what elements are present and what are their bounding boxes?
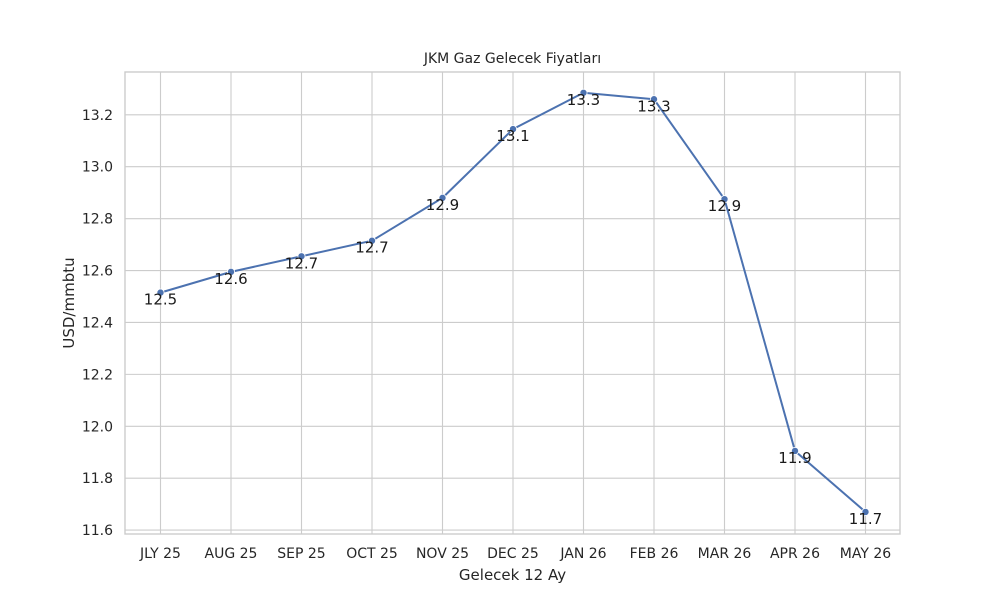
x-tick-label: JAN 26 [559, 546, 606, 562]
data-label: 12.7 [355, 239, 388, 257]
data-point [156, 288, 165, 297]
y-tick-label: 12.0 [82, 419, 113, 435]
data-point [508, 125, 517, 134]
x-tick-label: NOV 25 [416, 546, 469, 562]
y-tick-label: 11.6 [82, 523, 113, 539]
x-axis-label: Gelecek 12 Ay [459, 566, 566, 584]
data-point [438, 193, 447, 202]
x-tick-label: AUG 25 [205, 546, 258, 562]
data-point [367, 236, 376, 245]
data-point [297, 252, 306, 261]
data-label: 11.9 [778, 449, 811, 467]
y-tick-label: 12.4 [82, 315, 113, 331]
y-tick-label: 12.6 [82, 264, 113, 280]
data-point [720, 195, 729, 204]
data-label: 11.7 [849, 510, 882, 528]
data-label: 12.7 [285, 254, 318, 272]
y-tick-label: 12.8 [82, 212, 113, 228]
data-point [650, 95, 659, 104]
plot-frame [124, 71, 901, 535]
x-tick-label: APR 26 [770, 546, 820, 562]
data-label: 12.9 [426, 196, 459, 214]
x-tick-label: SEP 25 [277, 546, 325, 562]
y-tick-label: 13.2 [82, 108, 113, 124]
y-tick-label: 11.8 [82, 471, 113, 487]
y-axis-label: USD/mmbtu [60, 257, 78, 348]
x-tick-label: FEB 26 [630, 546, 679, 562]
data-label: 12.6 [214, 270, 247, 288]
x-tick-label: MAY 26 [840, 546, 891, 562]
y-tick-label: 13.0 [82, 160, 113, 176]
data-point [579, 88, 588, 97]
data-label: 12.5 [144, 291, 177, 309]
data-label: 13.3 [567, 91, 600, 109]
data-label: 13.3 [637, 97, 670, 115]
x-tick-label: JLY 25 [139, 546, 181, 562]
series-line-group [156, 88, 870, 516]
chart-title: JKM Gaz Gelecek Fiyatları [423, 51, 601, 67]
x-tick-label: MAR 26 [698, 546, 752, 562]
x-axis-ticks: JLY 25 AUG 25 SEP 25 OCT 25 NOV 25 DEC 25 JAN … [139, 546, 891, 562]
data-label: 13.1 [496, 127, 529, 145]
data-labels: 12.5 12.6 12.7 12.7 12.9 13.1 13.3 13.3 12.9 11.9… [144, 91, 882, 528]
x-tick-label: DEC 25 [487, 546, 539, 562]
y-axis-ticks: 11.6 11.8 12.0 12.2 12.4 12.6 12.8 13.0 13.2 [82, 108, 113, 539]
grid-lines [125, 72, 900, 534]
data-point [861, 507, 870, 516]
data-point [226, 267, 235, 276]
data-point [791, 446, 800, 455]
data-label: 12.9 [708, 197, 741, 215]
y-tick-label: 12.2 [82, 367, 113, 383]
x-tick-label: OCT 25 [346, 546, 398, 562]
